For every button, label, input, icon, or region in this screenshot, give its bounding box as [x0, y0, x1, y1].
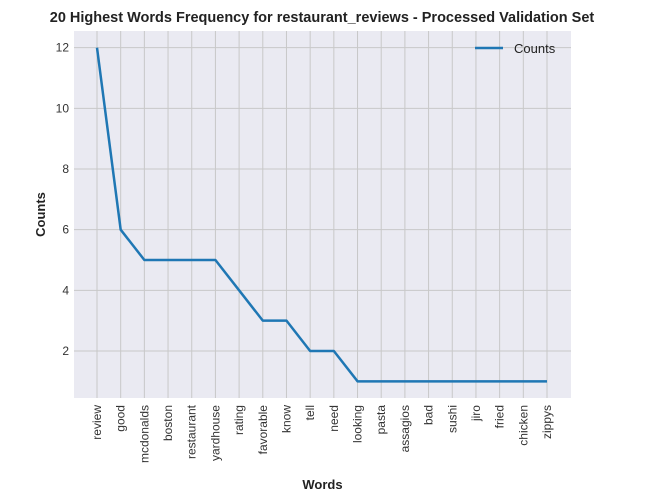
x-tick-label: sushi: [445, 405, 459, 433]
y-axis-ticks: 2 4 6 8 10 12: [56, 41, 70, 358]
y-tick-label: 2: [62, 344, 69, 358]
y-tick-label: 8: [62, 162, 69, 176]
legend-label: Counts: [514, 41, 556, 56]
x-tick-label: restaurant: [185, 404, 199, 459]
x-tick-label: yardhouse: [208, 405, 222, 461]
y-tick-label: 12: [56, 41, 70, 55]
grid-lines: [74, 31, 571, 398]
y-axis-label: Counts: [33, 192, 48, 237]
x-tick-label: review: [90, 405, 104, 440]
legend: Counts: [475, 41, 556, 56]
x-tick-label: boston: [161, 405, 175, 441]
x-tick-label: zippys: [540, 405, 554, 439]
x-tick-label: looking: [351, 405, 365, 443]
x-tick-label: need: [327, 405, 341, 432]
x-axis-label: Words: [302, 477, 342, 492]
x-tick-label: mcdonalds: [137, 405, 151, 463]
y-tick-label: 10: [56, 101, 70, 115]
series-group: [95, 47, 548, 383]
series-line-counts: [95, 47, 547, 383]
x-tick-label: pasta: [374, 405, 388, 435]
x-tick-label: tell: [303, 405, 317, 420]
x-tick-label: assagios: [398, 405, 412, 452]
plot-area: [74, 31, 571, 398]
x-tick-label: chicken: [516, 405, 530, 446]
x-tick-label: favorable: [256, 405, 270, 455]
x-tick-label: fried: [493, 405, 507, 428]
x-tick-label: rating: [232, 405, 246, 435]
x-tick-label: good: [114, 405, 128, 432]
x-tick-label: jiro: [469, 405, 483, 422]
x-axis-ticks: review good mcdonalds boston restaurant yardh…: [90, 404, 554, 463]
y-tick-label: 4: [62, 283, 69, 297]
x-tick-label: bad: [422, 405, 436, 425]
chart-title: 20 Highest Words Frequency for restauran…: [50, 10, 595, 26]
x-tick-label: know: [279, 405, 293, 433]
y-tick-label: 6: [62, 223, 69, 237]
